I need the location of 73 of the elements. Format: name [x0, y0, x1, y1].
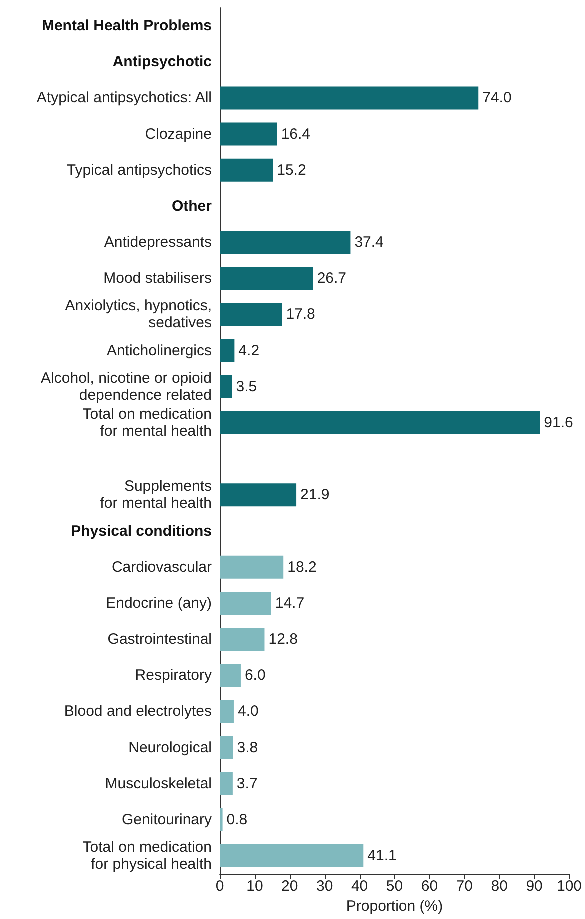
y-tick-label: Musculoskeletal [105, 775, 212, 792]
bar [220, 412, 540, 435]
y-tick-label: Genitourinary [122, 811, 212, 828]
x-tick-label: 40 [351, 878, 368, 896]
data-label: 91.6 [544, 414, 574, 432]
x-axis-title: Proportion (%) [346, 898, 444, 915]
x-tick-label: 60 [421, 878, 438, 896]
x-tick-label: 30 [316, 878, 334, 896]
x-tick-label: 100 [556, 878, 582, 896]
data-label: 4.0 [238, 703, 259, 720]
data-label: 12.8 [268, 631, 298, 648]
x-tick-label: 70 [456, 878, 473, 896]
data-label: 16.4 [281, 126, 311, 143]
y-tick-label: Blood and electrolytes [64, 703, 212, 720]
x-tick-label: 20 [282, 878, 298, 896]
y-tick-label: Total on medication for mental health [82, 406, 212, 440]
bar [220, 556, 284, 579]
y-tick-label: Respiratory [135, 667, 212, 684]
data-label: 41.1 [368, 848, 397, 865]
y-tick-label: Physical conditions [71, 522, 212, 540]
y-tick-label: Mental Health Problems [42, 18, 212, 35]
x-tick-label: 80 [491, 878, 508, 896]
bar [220, 484, 297, 507]
bar [220, 772, 233, 796]
y-tick-label: Mood stabilisers [104, 270, 212, 288]
y-tick-label: Antidepressants [104, 234, 212, 252]
bar [220, 122, 278, 146]
data-label: 17.8 [286, 306, 316, 324]
bar [220, 628, 265, 652]
bar [220, 303, 282, 326]
y-tick-label: Gastrointestinal [108, 631, 212, 648]
data-label: 0.8 [226, 811, 248, 828]
data-label: 37.4 [354, 234, 384, 252]
y-tick-label: Anticholinergics [106, 342, 212, 360]
y-tick-label: Clozapine [145, 126, 212, 143]
y-tick-label: Neurological [128, 739, 212, 756]
y-tick-label: Supplements for mental health [100, 478, 212, 512]
bar [220, 700, 234, 724]
bar [220, 375, 232, 398]
data-label: 18.2 [288, 558, 317, 576]
y-tick-label: Typical antipsychotics [66, 162, 212, 179]
bar [220, 808, 223, 832]
x-tick-label: 90 [526, 878, 543, 896]
data-label: 14.7 [275, 594, 305, 612]
data-label: 74.0 [482, 90, 512, 107]
data-label: 3.5 [236, 378, 258, 396]
data-label: 21.9 [300, 486, 330, 504]
data-label: 4.2 [238, 342, 260, 360]
x-tick-label: 10 [246, 878, 264, 896]
data-label: 3.8 [237, 739, 258, 756]
data-label: 3.7 [236, 775, 258, 792]
y-tick-label: Alcohol, nicotine or opioid dependence related [41, 370, 212, 404]
data-label: 26.7 [317, 270, 347, 288]
bar [220, 231, 351, 254]
bar [220, 664, 241, 688]
y-tick-label: Endocrine (any) [106, 594, 212, 612]
data-label: 6.0 [244, 667, 266, 684]
y-tick-label: Cardiovascular [112, 558, 212, 576]
data-label: 15.2 [277, 162, 306, 179]
x-tick-label: 50 [386, 878, 404, 896]
bar [220, 736, 234, 760]
bar [220, 339, 235, 362]
bar [220, 844, 364, 868]
x-tick-label: 0 [216, 878, 224, 896]
y-tick-label: Antipsychotic [112, 54, 212, 71]
bar [220, 592, 272, 615]
y-tick-label: Total on medication for physical health [82, 839, 212, 874]
bar [220, 158, 274, 182]
bar [220, 86, 479, 110]
y-tick-label: Other [172, 198, 212, 215]
y-tick-label: Anxiolytics, hypnotics, sedatives [65, 298, 212, 332]
y-tick-label: Atypical antipsychotics: All [36, 90, 212, 107]
bar [220, 267, 314, 290]
